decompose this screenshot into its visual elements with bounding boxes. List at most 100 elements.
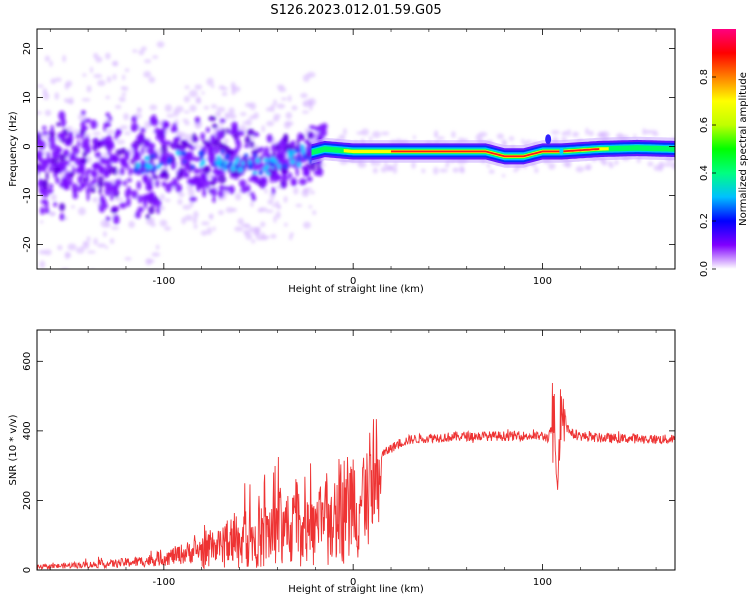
spectrogram-noise [210, 104, 217, 109]
spectrogram-blob [252, 175, 260, 183]
spectrogram-frame [36, 28, 676, 270]
spectrogram-noise [270, 233, 277, 239]
spectrogram-blob [130, 122, 139, 132]
spectrogram-noise [54, 77, 62, 82]
spectrogram-noise [598, 132, 606, 138]
spectrogram-spot [145, 162, 150, 169]
spectrogram-noise [49, 60, 53, 67]
spectrogram-noise [181, 217, 186, 225]
snr-frame [36, 329, 676, 571]
spectrogram-blob [126, 177, 132, 183]
spectrogram-blob [103, 173, 107, 179]
spectrogram-spot [153, 165, 158, 170]
spectrogram-noise [380, 131, 390, 136]
spectrogram-noise [116, 139, 126, 145]
spectrogram-noise [192, 217, 198, 225]
spectrogram-noise [652, 132, 659, 137]
spectrogram-noise [112, 73, 117, 81]
spectrogram-spot [255, 158, 261, 164]
spectrogram-noise [137, 107, 141, 112]
spectrogram-noise [508, 136, 515, 141]
spectrogram-noise [143, 71, 152, 78]
spectrogram-noise [206, 173, 213, 180]
spectrogram-spot [223, 160, 228, 165]
spectrogram-noise [144, 59, 152, 64]
spectrogram-noise [585, 127, 589, 136]
spectrogram-noise [44, 109, 52, 117]
spectrogram-blob [154, 127, 162, 135]
spectrogram-noise [642, 128, 646, 136]
spectrogram-noise [106, 76, 112, 83]
spectrogram-noise [128, 220, 135, 229]
spectrogram-blob [93, 144, 99, 151]
spectrogram-noise [122, 74, 126, 81]
spectrogram-noise [183, 110, 190, 114]
colorbar-ticks: 0.0 0.2 0.4 0.6 0.8 [699, 69, 716, 277]
spectrogram-blob [90, 119, 98, 130]
spectrogram-noise [249, 102, 257, 111]
spectrogram-noise [260, 221, 266, 228]
spectrogram-spot [296, 156, 302, 162]
spectrogram-blob [210, 179, 216, 186]
spectrogram-blob [90, 170, 95, 177]
spectrogram-noise [283, 196, 288, 203]
spectrogram-blob [231, 121, 239, 130]
spectrogram-blob [41, 130, 49, 136]
spectrogram-spot [270, 157, 274, 162]
spectrogram-y-tick-label: -10 [22, 187, 33, 203]
spectrogram-noise [478, 131, 488, 137]
spectrogram-noise [265, 107, 273, 112]
spectrogram-noise [488, 169, 495, 174]
spectrogram-blob [136, 134, 145, 143]
spectrogram-noise [217, 112, 221, 118]
spectrogram-noise [452, 167, 460, 173]
spectrogram-noise [104, 246, 109, 250]
spectrogram-noise [602, 159, 608, 166]
snr-x-ticks: -100 0 100 [49, 330, 657, 588]
spectrogram-blob [148, 205, 155, 215]
spectrogram-blob [281, 180, 286, 190]
spectrogram-noise [78, 207, 86, 216]
spectrogram-blob [250, 191, 255, 197]
spectrogram-blob [44, 201, 49, 211]
spectrogram-spot [233, 161, 238, 165]
spectrogram-noise [206, 77, 214, 86]
spectrogram-noise [86, 156, 92, 164]
spectrogram-noise [93, 73, 103, 79]
spectrogram-noise [588, 130, 594, 137]
spectrogram-noise [100, 282, 108, 288]
spectrogram-blob [95, 163, 100, 170]
spectrogram-blob [41, 167, 47, 172]
spectrogram-blob [155, 199, 162, 208]
spectrogram-blob [135, 151, 141, 157]
spectrogram-noise [123, 113, 130, 121]
spectrogram-noise [150, 222, 156, 228]
spectrogram-noise [86, 85, 92, 93]
spectrogram-blob [266, 134, 273, 143]
spectrogram-noise [276, 204, 281, 210]
spectrogram-noise [280, 97, 288, 101]
spectrogram-noise [112, 280, 118, 284]
spectrogram-y-ticks: -20 -10 0 10 20 [22, 42, 675, 253]
spectrogram-blob [143, 200, 148, 209]
spectrogram-noise [184, 85, 190, 90]
spectrogram-noise [193, 210, 199, 219]
spectrogram-blob [74, 157, 83, 166]
spectrogram-spot [300, 144, 305, 150]
spectrogram-noise [121, 92, 127, 96]
spectrogram-spot [301, 148, 306, 155]
spectrogram-noise [312, 210, 317, 216]
spectrogram-noise [175, 105, 184, 113]
spectrogram-blob [262, 177, 267, 184]
spectrogram-noise [251, 135, 255, 141]
spectrogram-blob [297, 132, 304, 141]
spectrogram-blob [119, 156, 123, 165]
spectrogram-spot [216, 155, 221, 159]
spectrogram-blob [212, 196, 216, 203]
spectrogram-blob [83, 143, 92, 154]
spectrogram-noise [164, 226, 172, 231]
spectrogram-blob [77, 175, 83, 184]
spectrogram-blob [306, 176, 313, 182]
spectrogram-noise [273, 215, 277, 224]
spectrogram-noise [111, 61, 117, 66]
